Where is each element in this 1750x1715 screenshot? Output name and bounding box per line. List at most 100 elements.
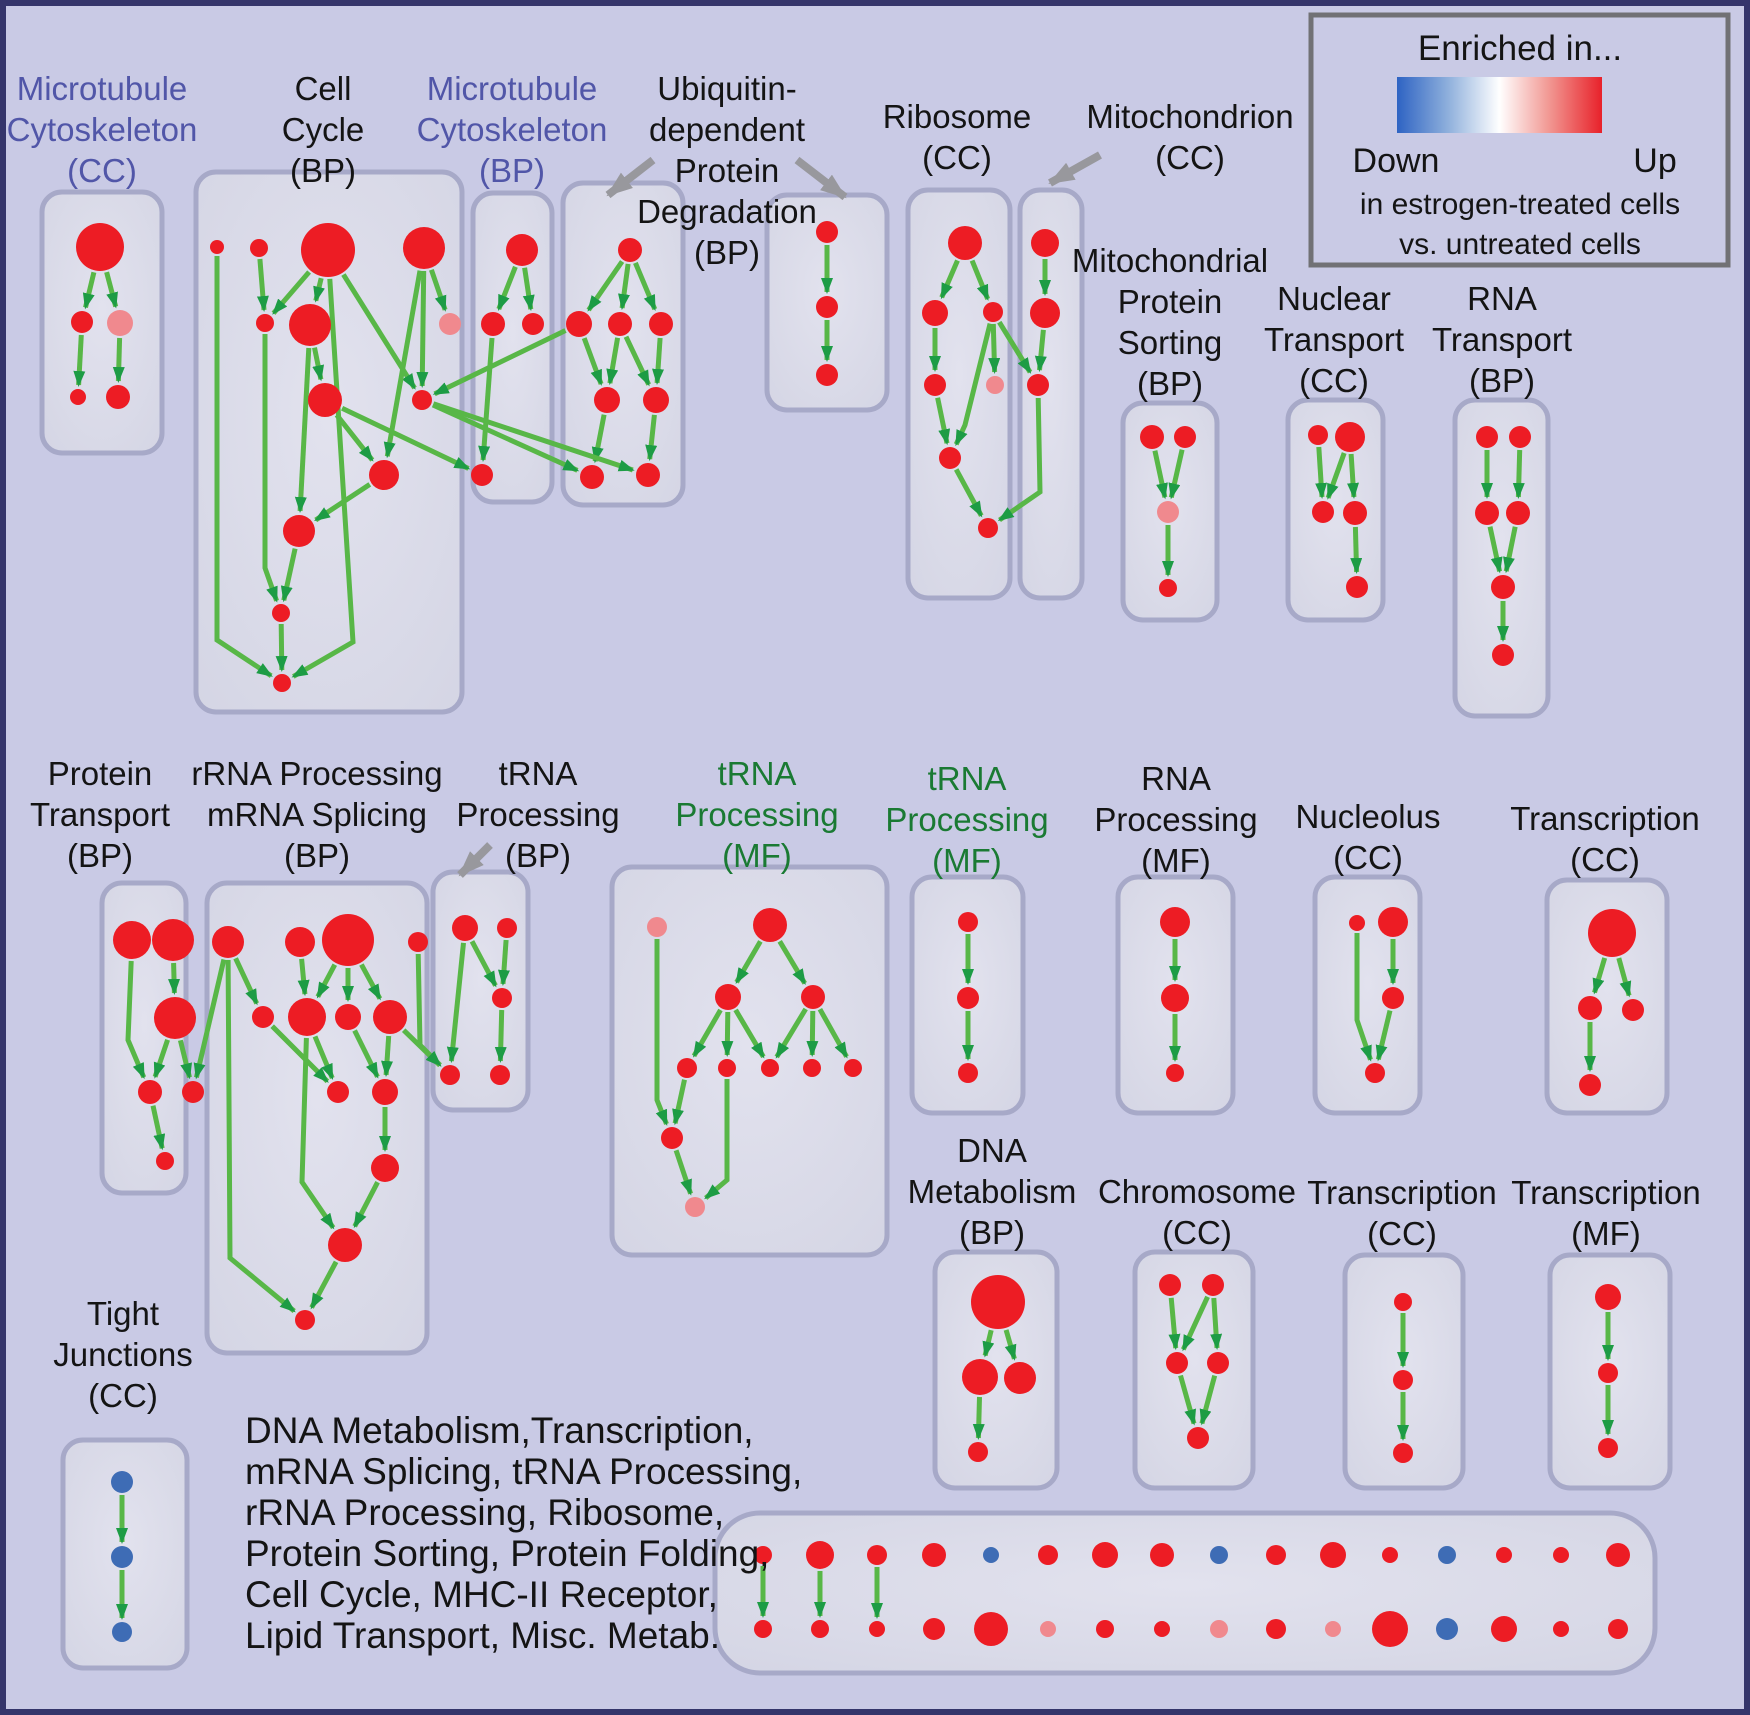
- graph-edge-tm1-tm2: [734, 940, 763, 985]
- graph-edge-rr8-rr10: [381, 1035, 394, 1077]
- misc-note-line-4: Cell Cycle, MHC-II Receptor,: [245, 1574, 718, 1615]
- graph-node-uc3: [816, 364, 838, 386]
- graph-node-dm2: [962, 1359, 998, 1395]
- cluster-label-ubiquitin-degradation-bp-1-line-3: Degradation: [637, 193, 817, 230]
- graph-node-tm2: [715, 984, 741, 1010]
- graph-edge-pt3-pt5: [177, 1039, 192, 1080]
- label-pointer-arrow-0: [605, 156, 656, 199]
- graph-node-ms2: [1174, 426, 1196, 448]
- graph-edge-nt4-nt5: [1350, 526, 1363, 574]
- graph-edge-ch4-ch5: [1199, 1374, 1218, 1426]
- graph-node-ch4: [1207, 1352, 1229, 1374]
- cluster-label-mitochondrion-cc-line-1: (CC): [1155, 139, 1225, 176]
- graph-edge-rb3-mt3: [997, 320, 1033, 374]
- graph-edge-cc3-cc6: [313, 277, 325, 303]
- cluster-label-transcription-cc-lower-line-1: (CC): [1367, 1215, 1437, 1252]
- graph-node-tb1: [452, 915, 478, 941]
- graph-node-mt1: [1031, 229, 1059, 257]
- cluster-box-chromosome-cc: [1132, 1249, 1256, 1491]
- cluster-label-transcription-cc-upper-line-1: (CC): [1570, 841, 1640, 878]
- graph-edge-ub1-ub4: [633, 261, 658, 312]
- graph-node-tc1: [1588, 909, 1636, 957]
- cluster-box-rrna-processing-mrna-splicing-bp: [204, 880, 430, 1356]
- graph-edge-ub4-ub6: [652, 337, 665, 385]
- graph-node-rb2: [922, 300, 948, 326]
- graph-node-mtcc3: [107, 310, 133, 336]
- graph-node-tm7: [803, 1059, 821, 1077]
- graph-node-ch3: [1166, 1352, 1188, 1374]
- cluster-label-nuclear-transport-cc-line-0: Nuclear: [1277, 280, 1391, 317]
- graph-edge-tm3-tm8: [817, 1007, 849, 1059]
- graph-node-ts3: [958, 1063, 978, 1083]
- graph-node-cc11: [283, 515, 315, 547]
- cluster-label-trna-processing-bp-line-2: (BP): [505, 837, 571, 874]
- graph-edge-cc8-mb4: [341, 405, 471, 471]
- graph-node-tm0: [647, 917, 667, 937]
- graph-edge-cc1-cc13: [214, 256, 273, 678]
- graph-edge-mb1-mb3: [522, 267, 535, 312]
- graph-node-cc1: [210, 240, 224, 254]
- cluster-label-mitochondrial-protein-sorting-bp-line-2: Sorting: [1118, 324, 1223, 361]
- cluster-label-transcription-mf-line-0: Transcription: [1511, 1174, 1701, 1211]
- graph-edge-ch2-ch4: [1210, 1297, 1223, 1350]
- graph-node-rb3: [983, 302, 1003, 322]
- graph-edge-cc4-cc7: [429, 268, 448, 312]
- graph-node-m9t: [1210, 1546, 1228, 1564]
- graph-node-tb2: [497, 918, 517, 938]
- graph-edge-rb3-rb5: [988, 323, 1001, 374]
- graph-node-rt4: [1506, 501, 1530, 525]
- cluster-label-chromosome-cc-line-0: Chromosome: [1098, 1173, 1296, 1210]
- graph-node-rr5: [252, 1006, 274, 1028]
- cluster-label-mitochondrial-protein-sorting-bp-line-1: Protein: [1118, 283, 1223, 320]
- graph-edge-rr2-rr6: [297, 958, 310, 997]
- label-pointer-arrow-1: [794, 156, 848, 201]
- graph-node-mtcc4: [70, 389, 86, 405]
- graph-node-m11t: [1320, 1542, 1346, 1568]
- graph-node-mtcc2: [71, 311, 93, 333]
- cluster-box-microtubule-cytoskeleton-cc: [39, 189, 165, 456]
- cluster-label-chromosome-cc-line-1: (CC): [1162, 1214, 1232, 1251]
- cluster-label-cell-cycle-bp-line-2: (BP): [290, 152, 356, 189]
- graph-edge-ch3-ch5: [1178, 1374, 1197, 1426]
- graph-node-tj2: [111, 1546, 133, 1568]
- graph-edge-rb6-rb7: [954, 468, 984, 518]
- graph-edge-mtcc1-mtcc3: [104, 271, 119, 309]
- graph-edge-ub3-ub6: [623, 335, 651, 387]
- cluster-label-cell-cycle-bp-line-1: Cycle: [282, 111, 365, 148]
- graph-node-tm10: [685, 1197, 705, 1217]
- graph-node-cc2: [250, 239, 268, 257]
- graph-node-m14t: [1496, 1547, 1512, 1563]
- graph-node-m1t: [754, 1546, 772, 1564]
- cluster-label-rrna-processing-mrna-splicing-bp-line-0: rRNA Processing: [191, 755, 442, 792]
- graph-node-tm8: [844, 1059, 862, 1077]
- cluster-label-trna-processing-bp-line-1: Processing: [456, 796, 619, 833]
- graph-edge-tm2-tm6: [733, 1008, 766, 1059]
- graph-node-rp1: [1160, 907, 1190, 937]
- graph-edge-pt2-pt3: [168, 962, 181, 995]
- cluster-label-ubiquitin-degradation-bp-1-line-4: (BP): [694, 234, 760, 271]
- cluster-label-tight-junctions-cc-line-1: Junctions: [53, 1336, 192, 1373]
- graph-edge-nu3-nu4: [1375, 1010, 1393, 1062]
- graph-node-mt3: [1027, 374, 1049, 396]
- graph-edge-cc6-cc8: [312, 347, 325, 382]
- graph-node-pt5: [182, 1081, 204, 1103]
- cluster-label-transcription-cc-upper-line-0: Transcription: [1510, 800, 1700, 837]
- graph-node-rp3: [1166, 1064, 1184, 1082]
- graph-edge-rr4-tb4: [415, 953, 442, 1067]
- graph-node-uc1: [816, 221, 838, 243]
- graph-node-tc4: [1579, 1074, 1601, 1096]
- cluster-label-ribosome-cc-line-0: Ribosome: [883, 98, 1032, 135]
- graph-node-tj3: [112, 1622, 132, 1642]
- graph-node-t2a: [1394, 1293, 1412, 1311]
- cluster-label-trna-processing-mf-large-line-0: tRNA: [718, 755, 797, 792]
- cluster-label-transcription-mf-line-1: (MF): [1571, 1215, 1641, 1252]
- graph-edge-tc1-tc2: [1592, 957, 1608, 995]
- graph-node-ch2: [1202, 1274, 1224, 1296]
- graph-node-pt4: [138, 1080, 162, 1104]
- graph-edge-rb3-rb6: [953, 322, 993, 447]
- cluster-label-tight-junctions-cc-line-0: Tight: [87, 1295, 159, 1332]
- graph-node-m10t: [1266, 1545, 1286, 1565]
- cluster-label-dna-metabolism-bp-line-2: (BP): [959, 1214, 1025, 1251]
- graph-edge-cc2-cc5: [256, 258, 269, 312]
